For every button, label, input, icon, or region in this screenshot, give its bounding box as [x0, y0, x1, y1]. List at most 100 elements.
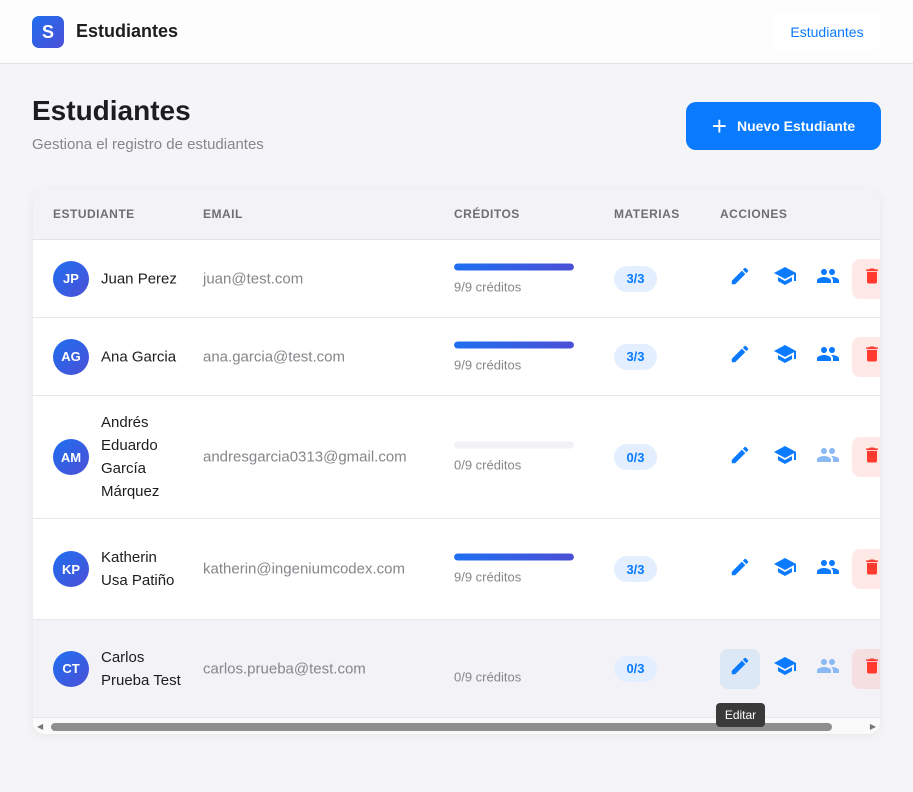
new-student-label: Nuevo Estudiante — [736, 118, 856, 134]
trash-icon — [862, 343, 880, 370]
credits-text: 9/9 créditos — [454, 279, 522, 294]
student-email: andresgarcia0313@gmail.com — [203, 448, 407, 466]
top-bar: S Estudiantes Estudiantes — [0, 0, 913, 64]
col-subjects: MATERIAS — [614, 207, 680, 221]
credits-cell: 0/9 créditos — [454, 441, 574, 473]
credits-progress-track — [454, 341, 574, 348]
credits-cell: 9/9 créditos — [454, 553, 574, 585]
table-row: AM Andrés Eduardo García Márquez andresg… — [33, 396, 880, 519]
graduation-cap-icon — [773, 264, 797, 293]
graduation-cap-icon — [773, 654, 797, 683]
nav-link-estudiantes[interactable]: Estudiantes — [773, 13, 881, 50]
table-row: JP Juan Perez juan@test.com 9/9 créditos… — [33, 240, 880, 318]
graduation-cap-icon — [773, 555, 797, 584]
student-name: Ana Garcia — [101, 348, 177, 365]
subjects-badge: 3/3 — [614, 265, 657, 292]
credits-progress-track — [454, 263, 574, 270]
horizontal-scrollbar[interactable]: ◀ ▶ — [33, 718, 880, 734]
credits-progress-track — [454, 553, 574, 561]
avatar: KP — [53, 551, 89, 587]
pencil-icon — [729, 343, 751, 370]
graduation-cap-icon — [773, 342, 797, 371]
pencil-icon — [729, 265, 751, 292]
scroll-right-icon[interactable]: ▶ — [869, 722, 876, 731]
credits-cell: 0/9 créditos — [454, 653, 574, 684]
student-name: Carlos Prueba Test — [101, 648, 181, 689]
credits-progress-fill — [454, 341, 574, 348]
enroll-subjects-button[interactable] — [765, 437, 805, 477]
avatar: AG — [53, 338, 89, 375]
subjects-badge: 3/3 — [614, 556, 657, 582]
student-email: katherin@ingeniumcodex.com — [203, 560, 405, 578]
group-icon — [816, 264, 840, 293]
subjects-badge: 0/3 — [614, 655, 657, 682]
credits-cell: 9/9 créditos — [454, 341, 574, 372]
classmates-button[interactable] — [808, 549, 848, 589]
trash-icon — [862, 265, 880, 292]
page-title: Estudiantes — [32, 95, 191, 126]
new-student-button[interactable]: + Nuevo Estudiante — [686, 102, 881, 150]
students-table: ESTUDIANTE EMAIL CRÉDITOS MATERIAS ACCIO… — [33, 189, 880, 734]
credits-progress-fill — [454, 263, 574, 270]
credits-text: 0/9 créditos — [454, 669, 522, 684]
credits-progress-track — [454, 441, 574, 449]
edit-tooltip: Editar — [716, 703, 765, 727]
credits-progress-track — [454, 653, 574, 660]
enroll-subjects-button[interactable] — [765, 337, 805, 377]
enroll-subjects-button[interactable] — [765, 549, 805, 589]
edit-button[interactable] — [720, 337, 760, 377]
credits-progress-fill — [454, 553, 574, 561]
avatar: AM — [53, 439, 89, 475]
credits-text: 9/9 créditos — [454, 357, 522, 372]
classmates-button[interactable] — [808, 649, 848, 689]
classmates-button[interactable] — [808, 437, 848, 477]
student-email: carlos.prueba@test.com — [203, 660, 366, 677]
pencil-icon — [729, 655, 751, 682]
credits-cell: 9/9 créditos — [454, 263, 574, 294]
col-credits: CRÉDITOS — [454, 207, 520, 221]
delete-button[interactable] — [852, 258, 880, 299]
scroll-left-icon[interactable]: ◀ — [37, 722, 44, 731]
student-name: Katherin Usa Patiño — [101, 549, 175, 589]
classmates-button[interactable] — [808, 337, 848, 377]
group-icon — [816, 342, 840, 371]
delete-button[interactable] — [852, 437, 880, 477]
edit-button[interactable] — [720, 549, 760, 589]
col-email: EMAIL — [203, 207, 243, 221]
group-icon — [816, 443, 840, 472]
avatar: JP — [53, 260, 89, 297]
page-subtitle: Gestiona el registro de estudiantes — [32, 136, 264, 153]
classmates-button[interactable] — [808, 259, 848, 299]
edit-button[interactable] — [720, 259, 760, 299]
student-name: Andrés Eduardo García Márquez — [101, 414, 160, 500]
enroll-subjects-button[interactable] — [765, 649, 805, 689]
edit-button[interactable] — [720, 648, 760, 689]
credits-text: 9/9 créditos — [454, 569, 522, 585]
group-icon — [816, 654, 840, 683]
enroll-subjects-button[interactable] — [765, 259, 805, 299]
delete-button[interactable] — [852, 336, 880, 377]
credits-text: 0/9 créditos — [454, 457, 522, 473]
table-row: AG Ana Garcia ana.garcia@test.com 9/9 cr… — [33, 318, 880, 396]
graduation-cap-icon — [773, 443, 797, 472]
student-name: Juan Perez — [101, 270, 177, 287]
avatar: CT — [53, 650, 89, 687]
subjects-badge: 0/3 — [614, 444, 657, 470]
delete-button[interactable] — [852, 549, 880, 589]
edit-button[interactable] — [720, 437, 760, 477]
col-student: ESTUDIANTE — [53, 207, 135, 221]
plus-icon: + — [711, 111, 727, 141]
app-logo: S — [32, 16, 64, 48]
table-row: CT Carlos Prueba Test carlos.prueba@test… — [33, 620, 880, 718]
student-email: juan@test.com — [203, 270, 304, 287]
scrollbar-thumb[interactable] — [51, 723, 832, 731]
student-email: ana.garcia@test.com — [203, 348, 345, 365]
group-icon — [816, 555, 840, 584]
subjects-badge: 3/3 — [614, 343, 657, 370]
trash-icon — [862, 655, 880, 682]
app-title: Estudiantes — [76, 21, 179, 41]
col-actions: ACCIONES — [720, 207, 788, 221]
delete-button[interactable] — [852, 648, 880, 689]
pencil-icon — [729, 444, 751, 471]
trash-icon — [862, 444, 880, 471]
